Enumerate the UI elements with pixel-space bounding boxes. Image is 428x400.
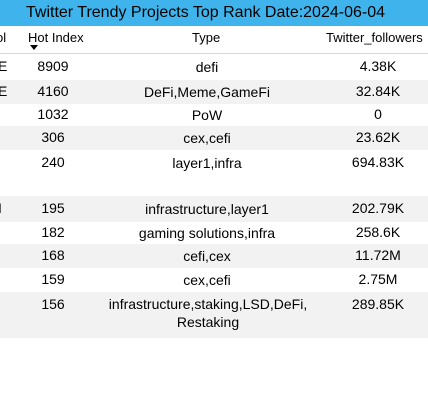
cell-twitter-followers: 258.6K [355,224,401,240]
table-row[interactable]: 156 infrastructure,staking,LSD,DeFi, Res… [0,292,428,338]
cell-type: defi [195,59,219,75]
table-row[interactable]: 182 gaming solutions,infra 258.6K [0,222,428,244]
cell-hot-index: 4160 [37,83,69,99]
header-twitter-followers[interactable]: Twitter_followers [326,30,423,45]
header-symbol[interactable]: ol [0,30,7,45]
cell-type: gaming solutions,infra [138,225,276,241]
table-row[interactable]: I 195 infrastructure,layer1 202.79K [0,196,428,222]
table-row[interactable]: E 4160 DeFi,Meme,GameFi 32.84K [0,80,428,104]
cell-type: DeFi,Meme,GameFi [143,84,271,100]
cell-twitter-followers: 202.79K [351,200,405,216]
cell-hot-index: 182 [41,224,65,240]
table-row[interactable]: 306 cex,cefi 23.62K [0,126,428,150]
cell-symbol: E [0,58,8,74]
cell-symbol: I [0,200,2,216]
table-row[interactable]: E 8909 defi 4.38K [0,54,428,80]
cell-hot-index: 1032 [37,106,69,122]
cell-twitter-followers: 32.84K [355,83,401,99]
cell-type: cefi,cex [183,248,231,264]
cell-type: cex,cefi [183,130,231,146]
cell-symbol: E [0,83,8,99]
table-row[interactable]: 1032 PoW 0 [0,104,428,126]
cell-type: layer1,infra [172,155,242,171]
cell-twitter-followers: 0 [374,106,382,122]
table-title: Twitter Trendy Projects Top Rank Date:20… [0,0,428,26]
cell-twitter-followers: 11.72M [355,247,401,263]
table-row[interactable]: 168 cefi,cex 11.72M [0,244,428,268]
table-row[interactable]: 240 layer1,infra 694.83K [0,150,428,196]
cell-type: PoW [191,107,223,123]
cell-hot-index: 156 [41,296,65,312]
cell-hot-index: 195 [41,200,65,216]
cell-hot-index: 159 [41,271,65,287]
cell-twitter-followers: 4.38K [359,58,397,74]
cell-twitter-followers: 694.83K [351,154,405,170]
table-header: ol Hot Index Type Twitter_followers [0,26,428,54]
cell-type: infrastructure,layer1 [145,201,269,217]
cell-twitter-followers: 23.62K [355,129,401,145]
header-hot-index[interactable]: Hot Index [28,30,84,45]
cell-twitter-followers: 2.75M [358,271,398,287]
cell-hot-index: 168 [41,247,65,263]
header-type[interactable]: Type [192,30,221,45]
sort-descending-icon[interactable] [30,45,38,50]
cell-twitter-followers: 289.85K [351,296,405,312]
cell-hot-index: 240 [41,154,65,170]
cell-type: infrastructure,staking,LSD,DeFi, Restaki… [108,296,308,330]
cell-hot-index: 8909 [37,58,69,74]
cell-type: cex,cefi [183,272,231,288]
cell-hot-index: 306 [41,129,65,145]
table-body: E 8909 defi 4.38K E 4160 DeFi,Meme,GameF… [0,54,428,338]
table-row[interactable]: 159 cex,cefi 2.75M [0,268,428,292]
